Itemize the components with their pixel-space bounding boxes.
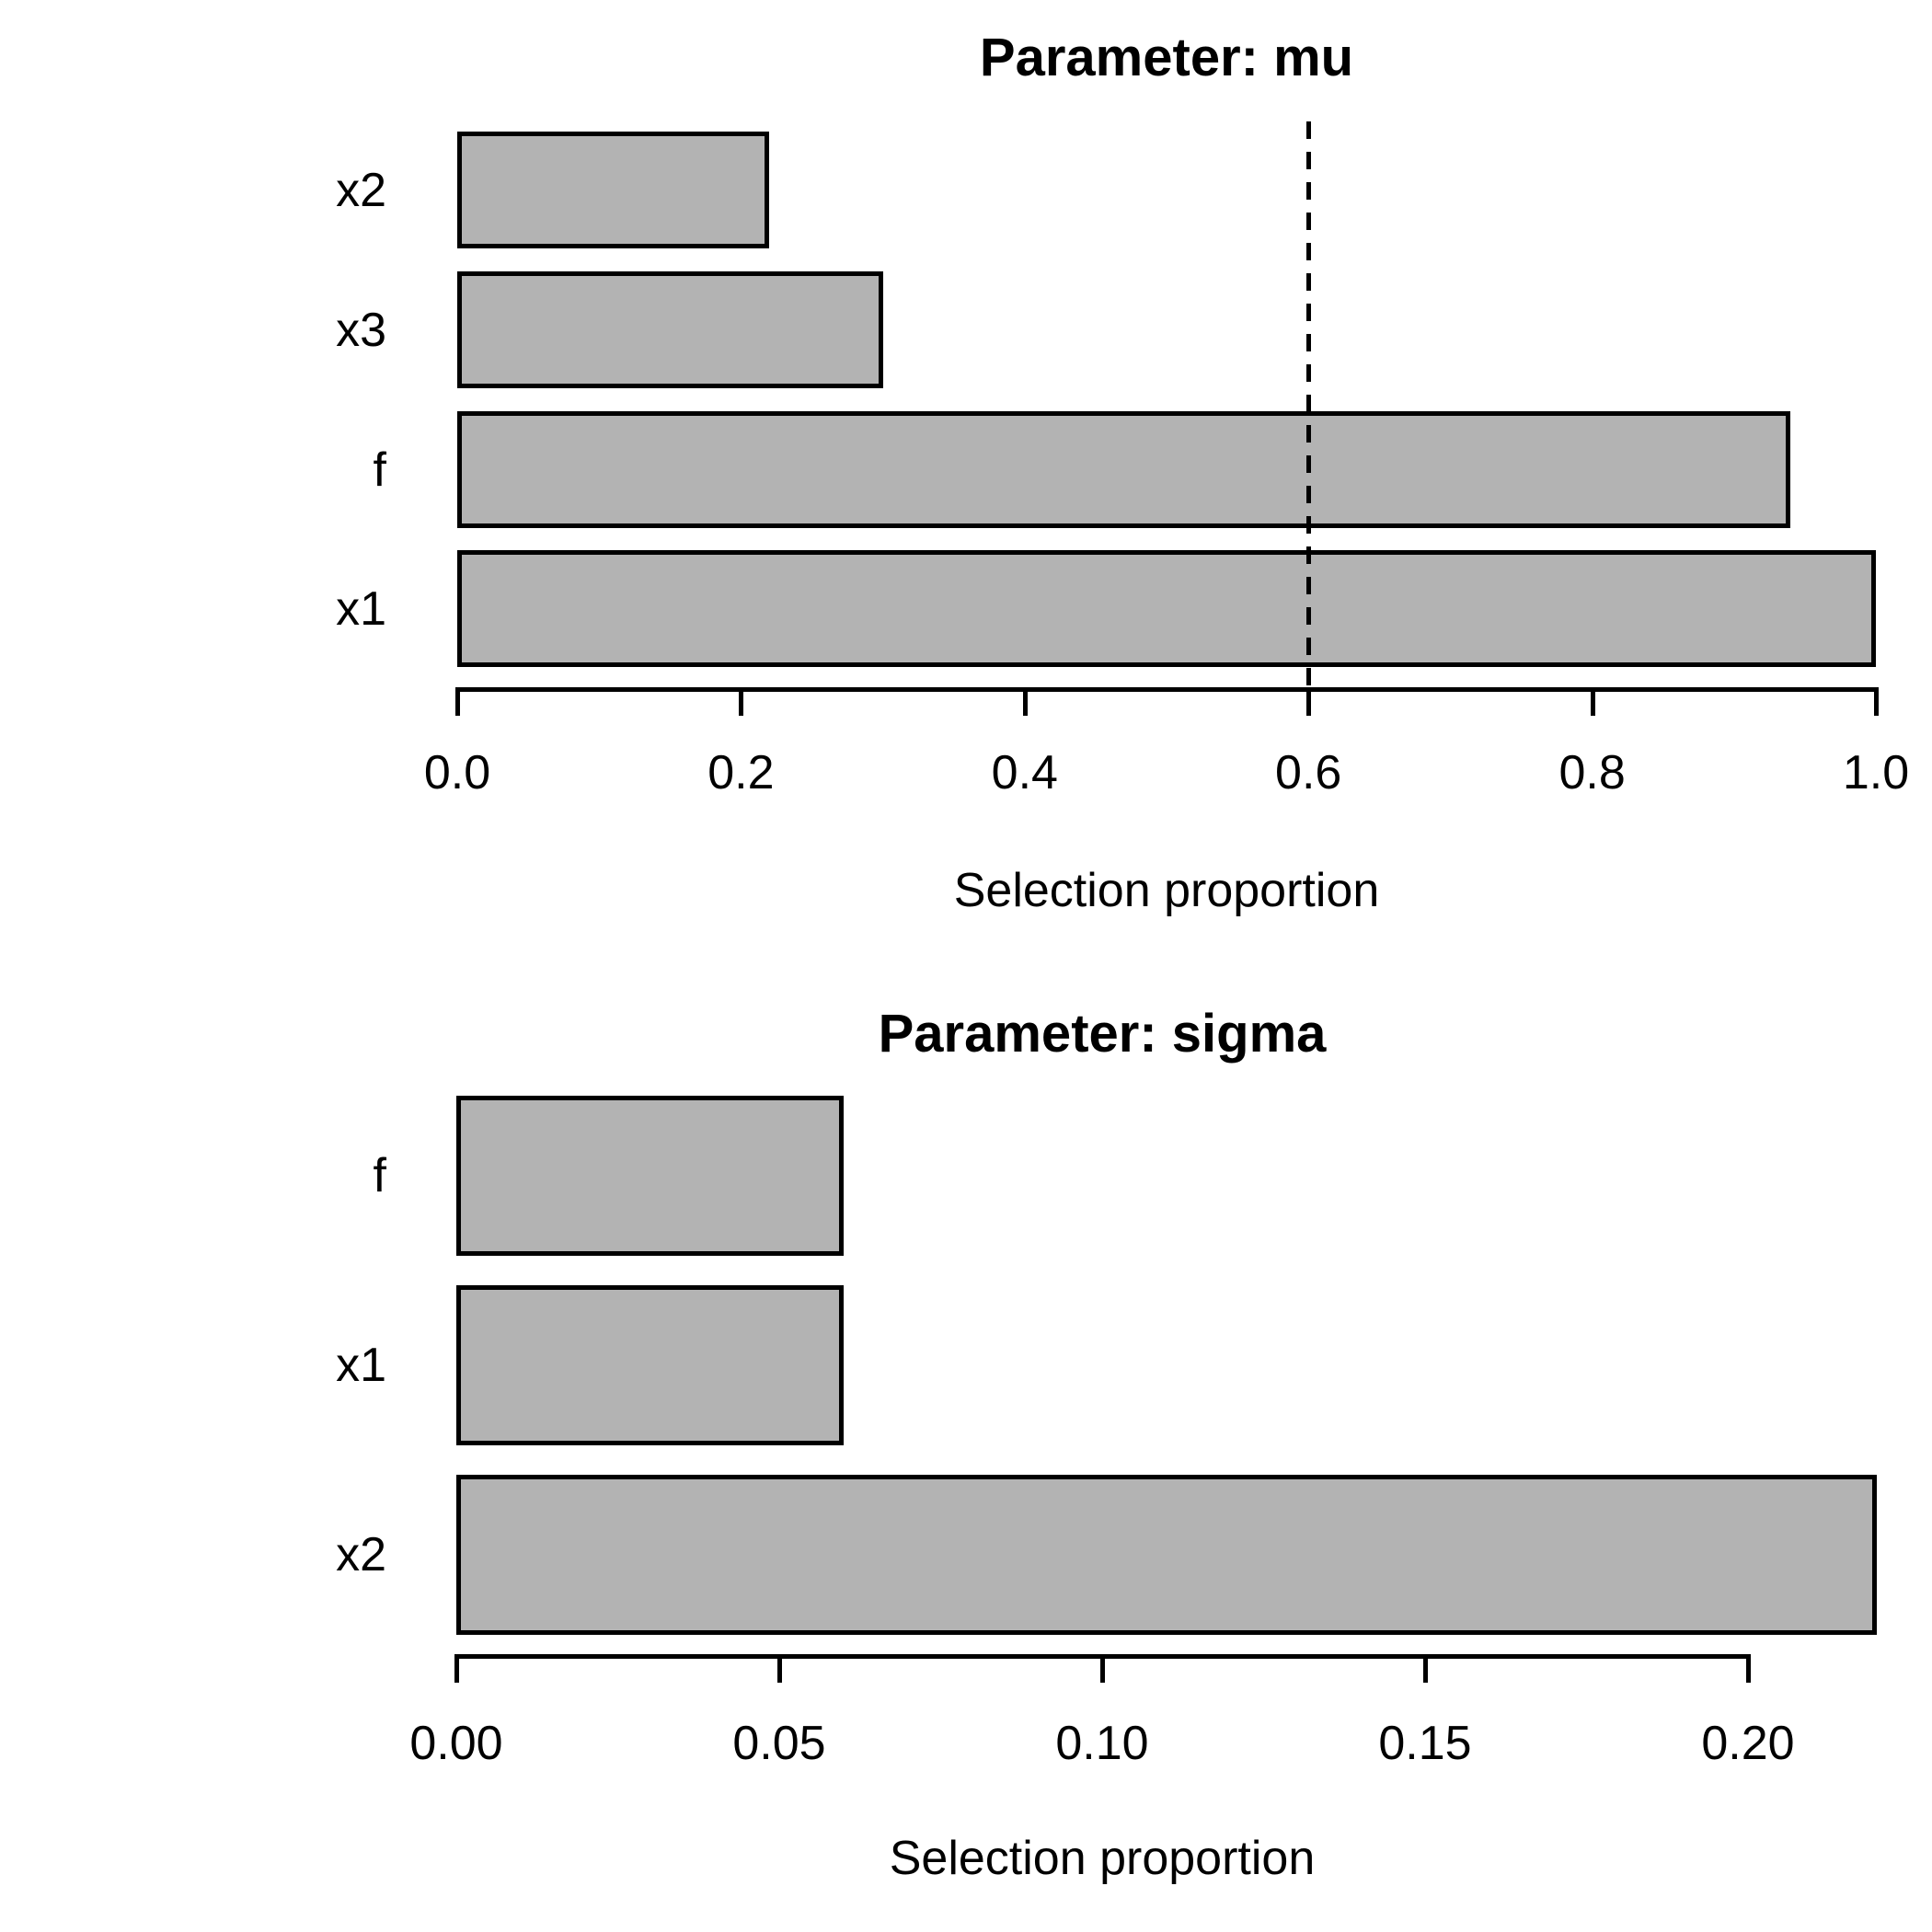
threshold-dashed-line [1306,121,1312,697]
x-axis-tick-label: 0.15 [1378,1717,1472,1770]
category-label: x2 [336,1528,386,1581]
x-axis-line [454,1654,1751,1659]
category-label: x3 [336,303,386,357]
bar-f [457,411,1790,528]
x-axis-tick-label: 0.0 [423,746,491,799]
x-axis-tick-label: 1.0 [1842,746,1910,799]
category-label: x2 [336,163,386,217]
x-axis-tick-label: 0.2 [707,746,775,799]
x-axis-tick-label: 0.20 [1701,1717,1795,1770]
x-axis-tick [1100,1656,1105,1683]
x-axis-tick [1306,689,1312,716]
x-axis-tick [777,1656,782,1683]
category-label: f [373,1149,386,1202]
x-axis-tick [1423,1656,1428,1683]
x-axis-tick [1590,689,1595,716]
x-axis-line [455,687,1879,692]
x-axis-tick [454,1656,459,1683]
chart-title: Parameter: mu [979,28,1354,87]
x-axis-tick-label: 0.4 [991,746,1058,799]
bar-x2 [456,1475,1877,1635]
bar-x1 [456,1285,844,1445]
x-axis-tick [739,689,744,716]
chart-title: Parameter: sigma [878,1004,1327,1064]
x-axis-tick [1746,1656,1751,1683]
x-axis-tick [1874,689,1879,716]
x-axis-tick-label: 0.6 [1275,746,1342,799]
x-axis-tick-label: 0.10 [1055,1717,1149,1770]
bar-x1 [457,550,1876,667]
x-axis-tick-label: 0.05 [732,1717,826,1770]
bar-x3 [457,271,883,388]
x-axis-tick-label: 0.8 [1558,746,1626,799]
x-axis-label: Selection proportion [889,1832,1316,1885]
x-axis-tick-label: 0.00 [409,1717,503,1770]
category-label: x1 [336,1339,386,1392]
category-label: f [373,443,386,497]
x-axis-label: Selection proportion [953,864,1380,917]
category-label: x1 [336,581,386,636]
x-axis-tick [455,689,460,716]
bar-f [456,1096,844,1256]
bar-x2 [457,132,769,248]
x-axis-tick [1022,689,1028,716]
